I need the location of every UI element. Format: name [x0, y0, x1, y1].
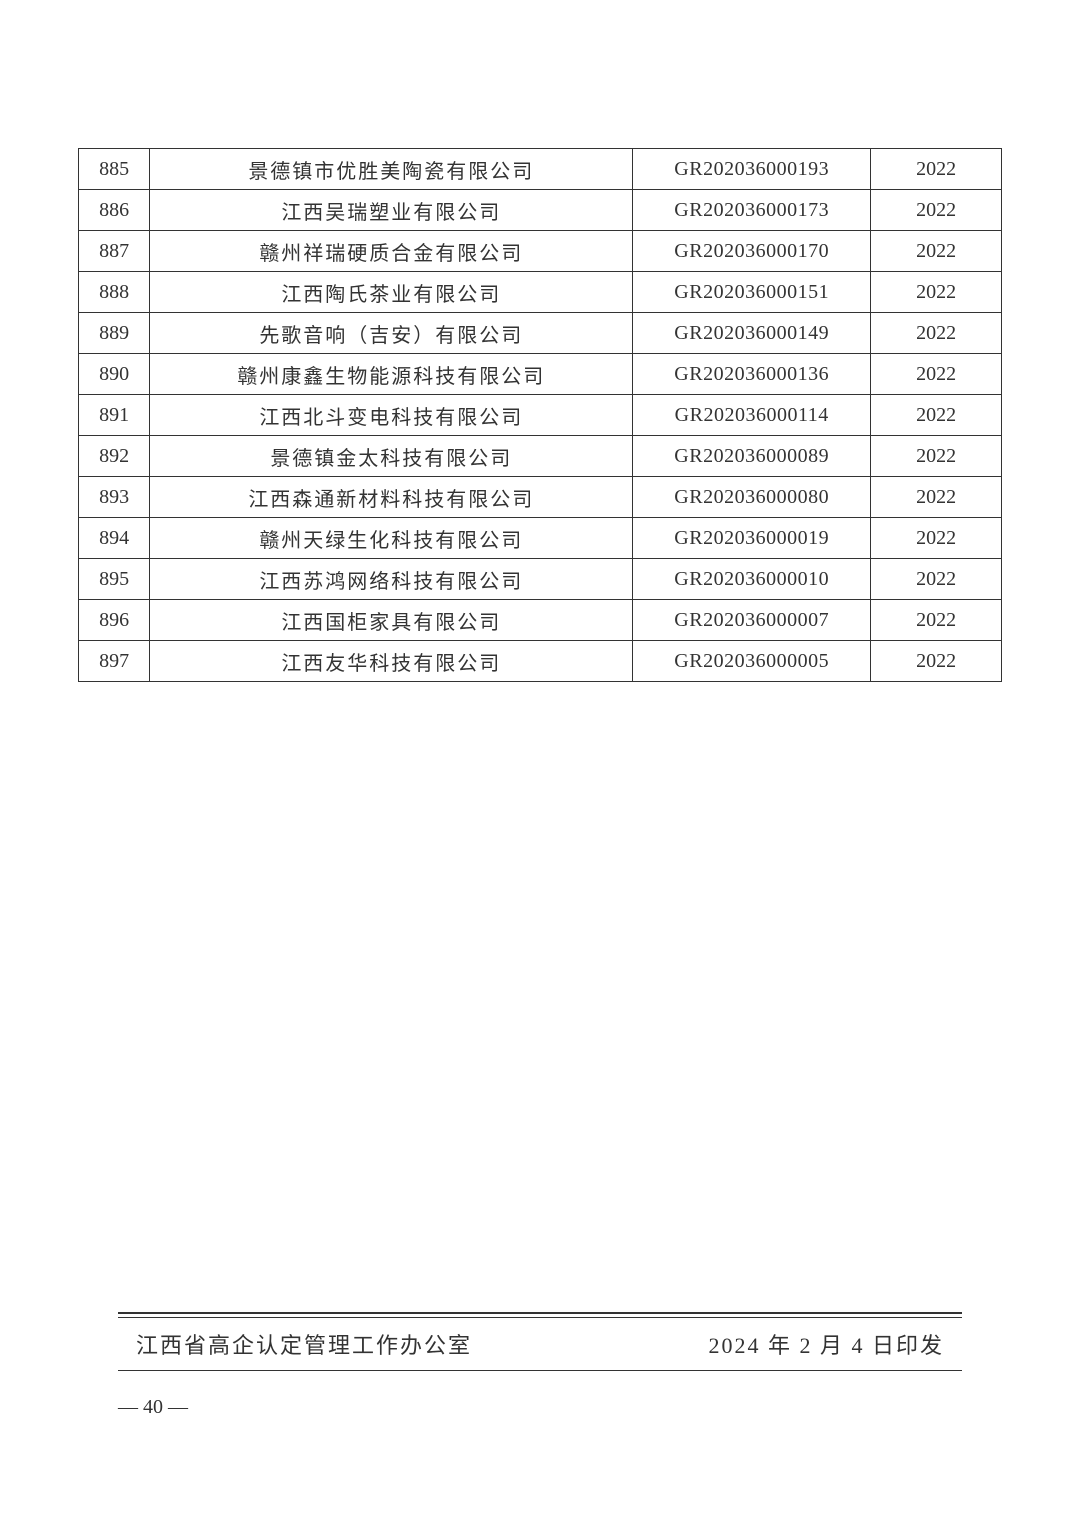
cell-company: 江西友华科技有限公司: [150, 641, 633, 682]
footer-date: 2024 年 2 月 4 日印发: [708, 1328, 944, 1360]
cell-year: 2022: [871, 231, 1002, 272]
table-row: 896江西国柜家具有限公司GR2020360000072022: [79, 600, 1002, 641]
cell-number: 894: [79, 518, 150, 559]
cell-company: 江西吴瑞塑业有限公司: [150, 190, 633, 231]
table-row: 894赣州天绿生化科技有限公司GR2020360000192022: [79, 518, 1002, 559]
cell-number: 891: [79, 395, 150, 436]
footer-text-row: 江西省高企认定管理工作办公室 2024 年 2 月 4 日印发: [118, 1318, 962, 1370]
cell-year: 2022: [871, 313, 1002, 354]
page-container: 885景德镇市优胜美陶瓷有限公司GR2020360001932022886江西吴…: [0, 0, 1080, 682]
cell-number: 893: [79, 477, 150, 518]
cell-company: 赣州天绿生化科技有限公司: [150, 518, 633, 559]
cell-year: 2022: [871, 395, 1002, 436]
cell-company: 景德镇市优胜美陶瓷有限公司: [150, 149, 633, 190]
cell-year: 2022: [871, 600, 1002, 641]
cell-year: 2022: [871, 477, 1002, 518]
cell-number: 886: [79, 190, 150, 231]
cell-year: 2022: [871, 354, 1002, 395]
cell-number: 888: [79, 272, 150, 313]
cell-code: GR202036000170: [633, 231, 871, 272]
table-row: 895江西苏鸿网络科技有限公司GR2020360000102022: [79, 559, 1002, 600]
table-row: 897江西友华科技有限公司GR2020360000052022: [79, 641, 1002, 682]
cell-code: GR202036000019: [633, 518, 871, 559]
cell-year: 2022: [871, 518, 1002, 559]
cell-code: GR202036000173: [633, 190, 871, 231]
cell-company: 江西森通新材料科技有限公司: [150, 477, 633, 518]
footer-issuer: 江西省高企认定管理工作办公室: [136, 1328, 472, 1360]
cell-code: GR202036000080: [633, 477, 871, 518]
cell-company: 赣州祥瑞硬质合金有限公司: [150, 231, 633, 272]
cell-code: GR202036000136: [633, 354, 871, 395]
cell-number: 896: [79, 600, 150, 641]
table-row: 892景德镇金太科技有限公司GR2020360000892022: [79, 436, 1002, 477]
cell-code: GR202036000193: [633, 149, 871, 190]
table-row: 889先歌音响（吉安）有限公司GR2020360001492022: [79, 313, 1002, 354]
cell-year: 2022: [871, 149, 1002, 190]
cell-code: GR202036000151: [633, 272, 871, 313]
cell-number: 895: [79, 559, 150, 600]
cell-company: 赣州康鑫生物能源科技有限公司: [150, 354, 633, 395]
footer: 江西省高企认定管理工作办公室 2024 年 2 月 4 日印发: [118, 1312, 962, 1371]
cell-year: 2022: [871, 559, 1002, 600]
cell-code: GR202036000005: [633, 641, 871, 682]
company-table: 885景德镇市优胜美陶瓷有限公司GR2020360001932022886江西吴…: [78, 148, 1002, 682]
table-row: 887赣州祥瑞硬质合金有限公司GR2020360001702022: [79, 231, 1002, 272]
cell-company: 江西国柜家具有限公司: [150, 600, 633, 641]
cell-number: 887: [79, 231, 150, 272]
cell-company: 江西苏鸿网络科技有限公司: [150, 559, 633, 600]
table-row: 886江西吴瑞塑业有限公司GR2020360001732022: [79, 190, 1002, 231]
cell-year: 2022: [871, 272, 1002, 313]
table-row: 888江西陶氏茶业有限公司GR2020360001512022: [79, 272, 1002, 313]
cell-number: 897: [79, 641, 150, 682]
cell-company: 先歌音响（吉安）有限公司: [150, 313, 633, 354]
table-row: 891江西北斗变电科技有限公司GR2020360001142022: [79, 395, 1002, 436]
table-row: 885景德镇市优胜美陶瓷有限公司GR2020360001932022: [79, 149, 1002, 190]
table-body: 885景德镇市优胜美陶瓷有限公司GR2020360001932022886江西吴…: [79, 149, 1002, 682]
cell-company: 江西陶氏茶业有限公司: [150, 272, 633, 313]
table-row: 890赣州康鑫生物能源科技有限公司GR2020360001362022: [79, 354, 1002, 395]
footer-rule-top-thick: [118, 1312, 962, 1314]
cell-code: GR202036000007: [633, 600, 871, 641]
cell-year: 2022: [871, 436, 1002, 477]
cell-number: 892: [79, 436, 150, 477]
table-row: 893江西森通新材料科技有限公司GR2020360000802022: [79, 477, 1002, 518]
cell-code: GR202036000089: [633, 436, 871, 477]
cell-code: GR202036000010: [633, 559, 871, 600]
cell-code: GR202036000114: [633, 395, 871, 436]
cell-year: 2022: [871, 641, 1002, 682]
cell-company: 江西北斗变电科技有限公司: [150, 395, 633, 436]
cell-year: 2022: [871, 190, 1002, 231]
page-number: — 40 —: [118, 1396, 188, 1419]
cell-number: 890: [79, 354, 150, 395]
cell-code: GR202036000149: [633, 313, 871, 354]
cell-number: 889: [79, 313, 150, 354]
cell-number: 885: [79, 149, 150, 190]
cell-company: 景德镇金太科技有限公司: [150, 436, 633, 477]
footer-rule-bottom: [118, 1370, 962, 1371]
